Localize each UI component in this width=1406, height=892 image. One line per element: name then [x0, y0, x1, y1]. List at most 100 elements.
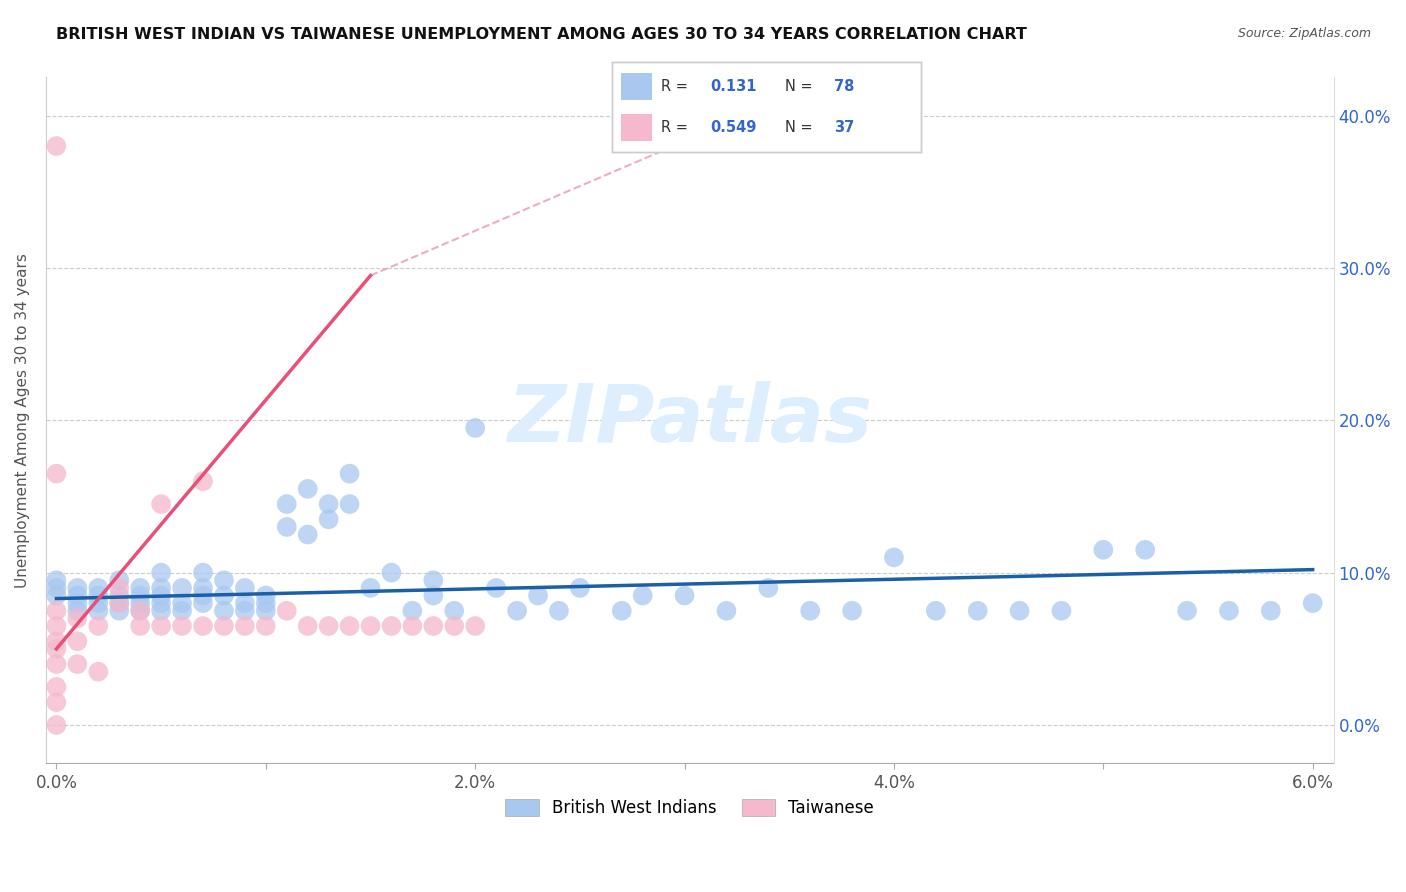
Point [45, 467, 67, 481]
Point [87, 665, 110, 679]
Point [1008, 604, 1031, 618]
Point [716, 604, 738, 618]
Point [129, 589, 152, 603]
Point [464, 619, 486, 633]
Point [254, 596, 277, 610]
Text: 0.131: 0.131 [710, 79, 756, 94]
Point [1092, 542, 1115, 557]
Point [108, 596, 131, 610]
Point [212, 619, 235, 633]
Point [45, 604, 67, 618]
Point [276, 520, 298, 534]
Point [233, 619, 256, 633]
Point [233, 604, 256, 618]
Text: 0.549: 0.549 [710, 120, 756, 135]
Point [212, 589, 235, 603]
Point [108, 596, 131, 610]
Point [45, 695, 67, 709]
Point [66, 634, 89, 648]
Text: BRITISH WEST INDIAN VS TAIWANESE UNEMPLOYMENT AMONG AGES 30 TO 34 YEARS CORRELAT: BRITISH WEST INDIAN VS TAIWANESE UNEMPLO… [56, 27, 1028, 42]
Point [150, 619, 173, 633]
Text: N =: N = [785, 120, 813, 135]
Point [45, 657, 67, 671]
Point [841, 604, 863, 618]
Text: R =: R = [661, 79, 688, 94]
Point [254, 604, 277, 618]
Point [1175, 604, 1198, 618]
Point [506, 604, 529, 618]
Text: N =: N = [785, 79, 813, 94]
Point [443, 619, 465, 633]
Point [339, 619, 361, 633]
Point [966, 604, 988, 618]
Text: R =: R = [661, 120, 688, 135]
Point [631, 589, 654, 603]
Point [1135, 542, 1157, 557]
Point [45, 718, 67, 732]
Point [66, 589, 89, 603]
Point [1260, 604, 1282, 618]
Point [318, 512, 340, 526]
Point [673, 589, 696, 603]
Point [212, 574, 235, 588]
Point [297, 619, 319, 633]
Point [45, 641, 67, 656]
Point [318, 497, 340, 511]
Point [254, 619, 277, 633]
Point [129, 596, 152, 610]
Point [45, 589, 67, 603]
Point [339, 497, 361, 511]
Point [150, 497, 173, 511]
Point [360, 581, 382, 595]
Point [297, 482, 319, 496]
Point [66, 657, 89, 671]
Point [276, 497, 298, 511]
Point [212, 604, 235, 618]
Point [276, 604, 298, 618]
Point [883, 550, 905, 565]
Point [108, 604, 131, 618]
Point [170, 581, 193, 595]
Text: 37: 37 [834, 120, 855, 135]
Point [339, 467, 361, 481]
Point [66, 596, 89, 610]
Point [45, 139, 67, 153]
Point [87, 619, 110, 633]
Point [1218, 604, 1240, 618]
Point [108, 589, 131, 603]
Point [443, 604, 465, 618]
Point [87, 581, 110, 595]
Point [401, 619, 423, 633]
Point [1302, 596, 1324, 610]
Point [527, 589, 550, 603]
Point [925, 604, 948, 618]
Point [66, 604, 89, 618]
Point [150, 596, 173, 610]
Point [422, 589, 444, 603]
Point [108, 574, 131, 588]
Point [360, 619, 382, 633]
Point [380, 619, 402, 633]
Legend: British West Indians, Taiwanese: British West Indians, Taiwanese [499, 792, 880, 823]
Point [191, 596, 214, 610]
Point [45, 634, 67, 648]
Text: ZIPatlas: ZIPatlas [508, 381, 872, 459]
Point [1050, 604, 1073, 618]
Point [66, 581, 89, 595]
Point [422, 619, 444, 633]
Point [45, 574, 67, 588]
Point [191, 619, 214, 633]
Point [610, 604, 633, 618]
Point [129, 581, 152, 595]
Bar [621, 73, 652, 100]
Point [254, 589, 277, 603]
Point [191, 475, 214, 489]
Point [129, 619, 152, 633]
Point [318, 619, 340, 633]
Point [756, 581, 779, 595]
Point [45, 680, 67, 694]
Point [464, 421, 486, 435]
Point [87, 596, 110, 610]
Bar [621, 114, 652, 141]
Point [129, 604, 152, 618]
